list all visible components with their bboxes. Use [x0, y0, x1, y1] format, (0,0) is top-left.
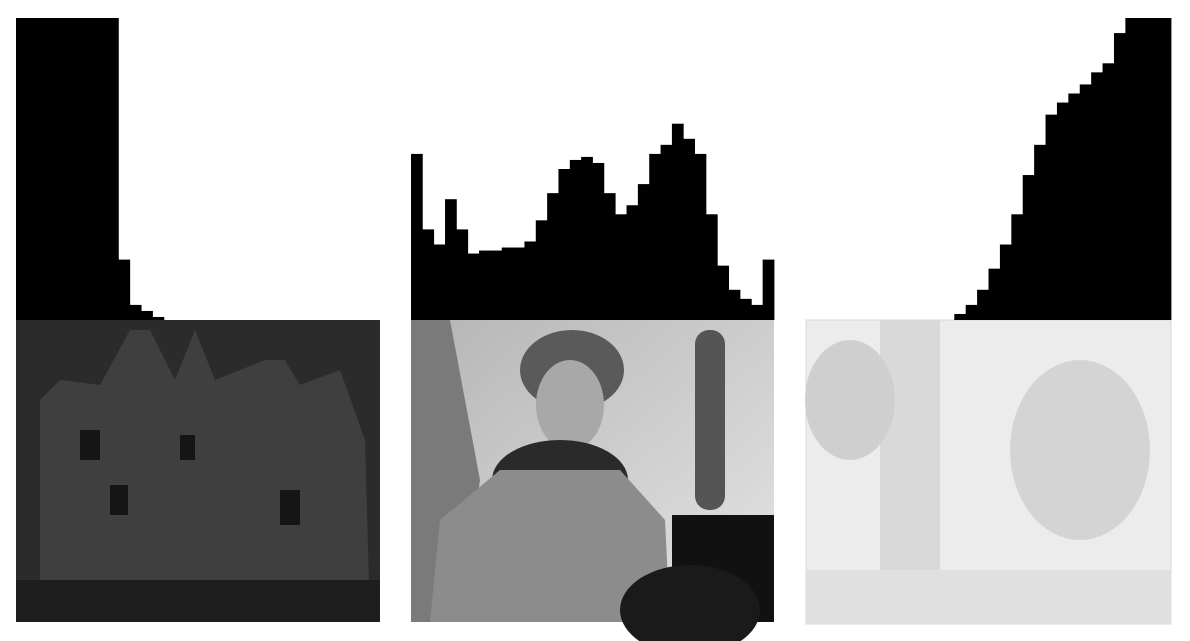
histogram-bar: [129, 304, 142, 320]
histogram-bar: [965, 304, 978, 320]
histogram-bar: [72, 18, 85, 320]
histogram-bar: [411, 153, 423, 320]
histogram-bar: [50, 18, 62, 320]
histogram-bar: [683, 138, 695, 320]
histogram-bar: [1056, 102, 1069, 320]
histogram-bar: [751, 304, 764, 320]
histogram-bar: [490, 250, 503, 320]
histogram-bar: [84, 18, 97, 320]
histogram-bar: [558, 169, 571, 320]
histogram-bar: [422, 229, 435, 320]
histogram-bar: [977, 289, 989, 320]
histogram-bar: [581, 156, 593, 320]
histogram-bar: [467, 253, 480, 320]
histogram-bar: [433, 244, 446, 320]
histogram-bar: [27, 18, 40, 320]
histogram-bar: [1136, 18, 1149, 320]
histogram-bar: [705, 214, 718, 320]
histogram-bar: [615, 214, 627, 320]
histogram-bar: [1045, 114, 1058, 320]
histogram-bar: [152, 316, 165, 320]
histogram-bar: [637, 184, 650, 320]
photo-astronaut: [411, 320, 774, 641]
histogram-bar: [95, 18, 108, 320]
histogram-bar: [626, 205, 639, 320]
histogram-bar: [739, 298, 752, 320]
photo-dark-house: [16, 320, 380, 622]
histogram-bar: [603, 193, 616, 320]
histogram-bar: [649, 153, 661, 320]
histogram-bar: [954, 313, 967, 320]
histogram-bar: [728, 289, 741, 320]
histogram-bar: [717, 265, 730, 320]
histogram-bar: [592, 162, 605, 320]
histogram-bar: [547, 193, 559, 320]
histogram-bar: [1102, 63, 1115, 321]
histogram-bar: [479, 250, 491, 320]
histogram-bar: [1091, 72, 1103, 320]
histogram-bar: [988, 268, 1001, 320]
histogram-bar: [524, 241, 537, 320]
photo-bright-garden: [805, 319, 1172, 625]
histogram-bar: [1068, 93, 1081, 320]
histogram-bar: [569, 159, 582, 320]
histogram-bar: [535, 220, 548, 320]
histogram-bar: [694, 153, 707, 320]
histogram-bar: [1113, 33, 1126, 320]
histogram-bar: [660, 144, 673, 320]
histogram-bar: [1022, 175, 1035, 320]
histogram-bar: [1034, 144, 1046, 320]
histogram-bar: [1011, 214, 1024, 320]
histogram-bar: [1159, 18, 1172, 320]
histogram-bar: [141, 310, 153, 320]
histogram-bar: [456, 229, 469, 320]
histogram-bar: [107, 18, 119, 320]
histogram-bar: [1148, 18, 1160, 320]
histogram-bar: [513, 247, 525, 320]
histogram-bar: [16, 18, 28, 320]
histogram-bar: [1079, 84, 1092, 320]
histogram-bar: [501, 247, 514, 320]
histogram-bar: [762, 259, 775, 320]
histogram-bar: [38, 18, 51, 320]
histogram-bar: [118, 259, 131, 320]
histogram-bar: [61, 18, 74, 320]
histogram-bar: [1125, 18, 1138, 320]
histogram-bar: [999, 244, 1012, 320]
histogram-bar: [445, 199, 457, 320]
histogram-bar: [671, 123, 684, 320]
